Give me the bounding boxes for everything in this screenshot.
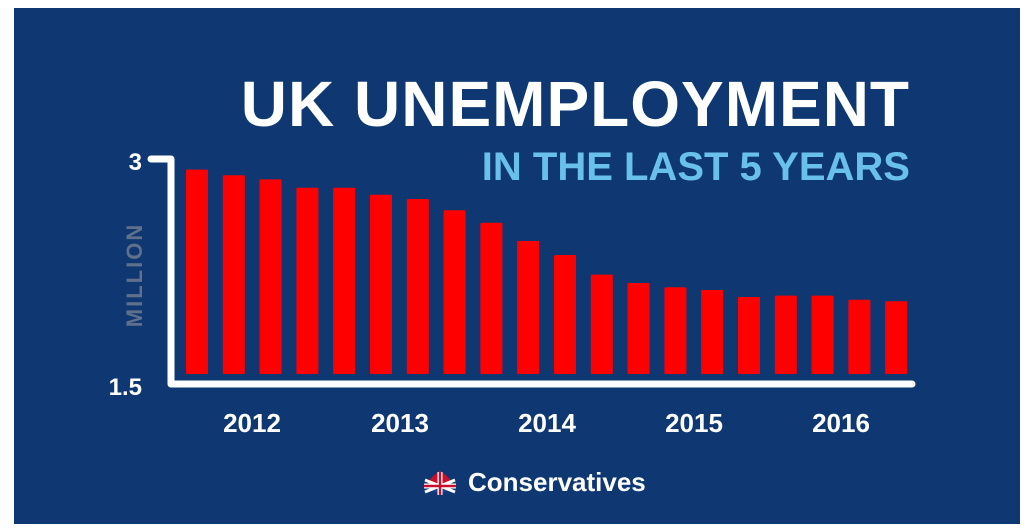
bar — [296, 187, 319, 374]
chart-title: UK UNEMPLOYMENT — [240, 68, 910, 140]
bar — [222, 175, 245, 374]
bar — [186, 169, 208, 374]
bar — [848, 299, 871, 374]
brand-logo: Conservatives — [422, 467, 646, 498]
axis-lines — [147, 155, 916, 388]
chart-subtitle: IN THE LAST 5 YEARS — [481, 145, 910, 189]
brand-name: Conservatives — [468, 467, 646, 497]
bar — [885, 301, 908, 374]
bar — [443, 210, 466, 374]
x-tick-label: 2014 — [518, 408, 576, 438]
bar — [554, 255, 576, 374]
chart-panel — [14, 8, 1020, 524]
bar — [370, 194, 392, 374]
bar — [811, 295, 834, 374]
y-axis-title: MILLION — [122, 223, 147, 327]
bar — [406, 199, 429, 374]
bar — [259, 179, 282, 374]
x-tick-label: 2016 — [812, 408, 870, 438]
bar — [738, 297, 760, 374]
bar — [480, 222, 503, 374]
bar — [333, 187, 356, 374]
bar — [664, 287, 687, 374]
bar — [590, 274, 613, 374]
union-jack-tree-icon — [424, 470, 456, 495]
x-tick-label: 2013 — [371, 408, 429, 438]
y-tick-label: 3 — [129, 149, 142, 176]
y-tick-label: 1.5 — [109, 374, 142, 401]
bar — [627, 283, 650, 374]
bar — [774, 295, 797, 374]
bar — [701, 290, 724, 374]
x-tick-label: 2015 — [665, 408, 723, 438]
x-tick-label: 2012 — [223, 408, 281, 438]
bar — [517, 241, 540, 374]
